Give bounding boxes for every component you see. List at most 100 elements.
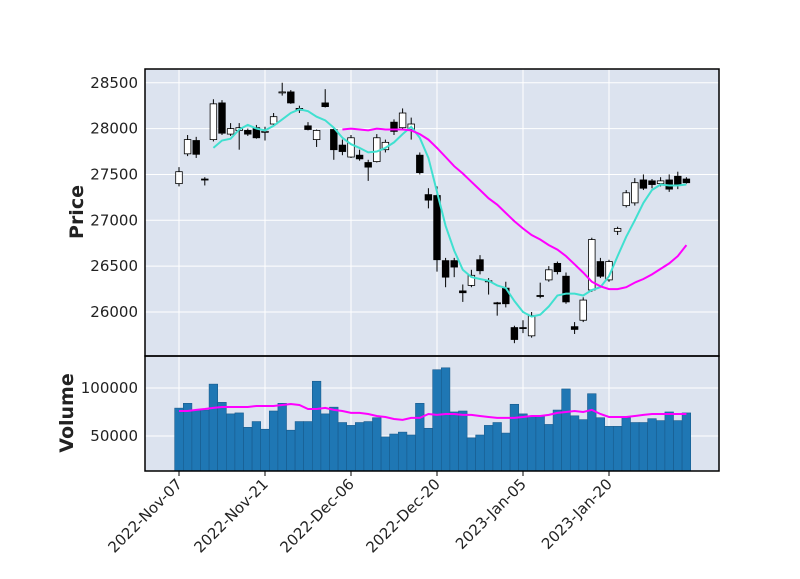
x-tick-label: 2022-Dec-06 [276, 475, 357, 556]
candle-body [244, 130, 252, 135]
x-tick-label: 2022-Dec-20 [362, 475, 443, 556]
volume-bar [561, 388, 571, 472]
volume-bar [397, 431, 408, 472]
y-tick-label: 27000 [90, 211, 138, 229]
candle-body [287, 91, 295, 104]
volume-bar [492, 422, 502, 472]
x-tick-label: 2023-Jan-20 [538, 475, 616, 553]
candle-body [321, 102, 329, 107]
candle-body [175, 171, 183, 185]
volume-bar [372, 417, 382, 472]
volume-bar [483, 425, 494, 472]
volume-bar [389, 433, 399, 472]
candle-body [510, 327, 519, 340]
volume-bar [475, 434, 485, 472]
volume-bar [673, 420, 683, 472]
candle-body [278, 91, 286, 94]
volume-bar [277, 403, 287, 472]
candle-body [613, 228, 622, 232]
candle-body [355, 154, 364, 160]
candle-body [450, 260, 458, 268]
candle-body [682, 178, 691, 184]
volume-bar [587, 393, 597, 472]
volume-bar [612, 426, 623, 472]
candle-body [467, 274, 476, 286]
volume-bar [544, 424, 554, 472]
volume-bar [578, 419, 588, 472]
candle-body [493, 302, 501, 305]
volume-moving-average [179, 402, 687, 421]
volume-bar [260, 428, 270, 472]
volume-bar [208, 383, 219, 472]
candle-body [570, 326, 579, 330]
candle-body [536, 295, 544, 297]
candle-body [183, 139, 192, 155]
volume-bar [268, 410, 279, 472]
candle-body [622, 192, 630, 207]
candle-body [476, 259, 484, 272]
volume-bar [363, 421, 373, 472]
volume-bar [311, 380, 322, 472]
volume-bar [509, 403, 520, 472]
volume-bar [191, 409, 201, 472]
volume-bar [458, 410, 468, 472]
volume-bar [226, 413, 236, 472]
candle-body [390, 121, 398, 132]
volume-frame [144, 355, 720, 472]
volume-bar [621, 417, 631, 472]
candle-body [562, 275, 570, 303]
volume-bar [251, 421, 262, 472]
volume-bar [337, 422, 348, 472]
volume-bar [174, 407, 184, 472]
candle-body [656, 180, 665, 185]
price-axis-title: Price [66, 185, 88, 239]
volume-bar [217, 402, 227, 472]
volume-bar [518, 413, 528, 472]
volume-bar [294, 421, 305, 472]
y-tick-label: 27500 [90, 165, 138, 183]
candle-body [347, 137, 355, 158]
candle-body [424, 194, 433, 201]
volume-bar [423, 427, 434, 472]
candle-body [364, 162, 372, 168]
candle-body [330, 129, 338, 151]
candle-body [269, 116, 278, 125]
candle-body [338, 144, 347, 152]
volume-bar [604, 426, 614, 472]
candle-body [398, 112, 407, 129]
volume-bar [380, 436, 391, 472]
y-tick-label: 26000 [90, 303, 138, 321]
volume-bar [681, 412, 691, 472]
candle-body [416, 154, 424, 174]
candle-body [631, 182, 639, 204]
volume-bar [183, 403, 193, 472]
candle-body [218, 102, 226, 134]
candle-body [674, 175, 682, 186]
volume-bar [303, 421, 313, 472]
x-tick-label: 2022-Nov-21 [191, 475, 272, 556]
candle-body [545, 269, 553, 281]
volume-bar [354, 422, 365, 472]
volume-bar [638, 422, 648, 472]
volume-bar [552, 409, 562, 472]
volume-bar [655, 420, 666, 472]
volume-bar [664, 411, 674, 472]
y-tick-label: 100000 [81, 379, 138, 397]
x-tick-label: 2023-Jan-05 [452, 475, 530, 553]
volume-bar [569, 415, 580, 472]
candle-body [304, 125, 312, 130]
y-tick-label: 26500 [90, 257, 138, 275]
volume-bar [595, 417, 605, 472]
volume-bar [406, 434, 416, 472]
volume-bar [440, 367, 451, 472]
volume-bar [346, 425, 356, 472]
moving-average [342, 127, 688, 291]
volume-bar [466, 437, 477, 472]
y-tick-label: 50000 [90, 427, 138, 445]
volume-bar [320, 413, 330, 472]
y-tick-label: 28000 [90, 120, 138, 138]
candle-body [433, 195, 441, 261]
volume-bar [501, 432, 511, 472]
price-panel [145, 69, 719, 356]
